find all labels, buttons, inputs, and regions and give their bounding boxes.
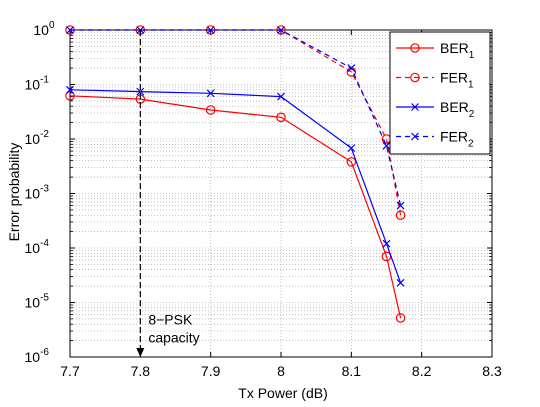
x-tick-label: 8.2 [412,363,432,379]
series-fer2 [66,26,405,210]
x-tick-label: 7.7 [60,363,80,379]
legend-entry: FER1 [396,70,474,91]
data-point [206,89,215,98]
capacity-label: capacity [148,330,199,346]
x-tick-label: 7.8 [131,363,151,379]
series-line [69,89,402,284]
y-tick-label: 10-6 [25,347,50,365]
legend-label: BER1 [440,40,475,61]
y-tick-label: 10-3 [25,184,50,202]
data-point [277,26,285,34]
data-point [411,132,419,141]
data-point [382,239,391,248]
data-point [395,210,406,220]
y-axis-label: Error probability [6,143,22,242]
y-tick-label: 10-2 [25,129,50,147]
data-point [410,43,420,53]
data-point [395,313,406,323]
annotation-layer: 8−PSK capacity [136,30,200,357]
y-tick-label: 10-5 [25,293,50,311]
series-line [70,29,402,206]
data-point [205,105,216,115]
capacity-label: 8−PSK [148,312,193,328]
series-layer [65,25,406,323]
capacity-arrow-head [136,348,145,357]
data-point [66,26,74,34]
legend-label: FER2 [440,129,474,150]
data-point [382,141,391,150]
legend-entry: BER2 [396,99,475,120]
legend-label: FER1 [440,70,474,91]
data-point [276,112,286,123]
legend-label: BER2 [440,99,475,120]
y-tick-label: 100 [33,20,55,38]
data-point [410,72,420,83]
data-point [411,103,419,111]
legend-entry: BER1 [396,40,475,61]
legend: BER1 FER1 BER2 FER2 [389,31,491,155]
data-point [277,92,285,101]
x-tick-label: 8.3 [482,363,502,379]
x-axis-label: Tx Power (dB) [238,385,327,401]
data-point [66,85,74,94]
x-tick-label: 8 [277,363,285,379]
data-point [347,64,356,73]
legend-box [389,31,491,155]
data-point [396,201,405,210]
data-point [396,278,405,287]
y-tick-label: 10-4 [25,238,50,256]
data-point [206,26,215,34]
series-ber2 [66,85,405,287]
y-tick-label: 10-1 [25,75,50,93]
data-point [346,157,357,167]
data-point [136,87,145,96]
legend-entry: FER2 [396,129,474,150]
series-ber1 [65,91,406,323]
x-tick-label: 7.9 [201,363,221,379]
data-point [65,91,75,101]
series-line [69,95,402,319]
data-point [276,25,286,35]
x-tick-label: 8.1 [342,363,362,379]
data-point [347,144,356,153]
